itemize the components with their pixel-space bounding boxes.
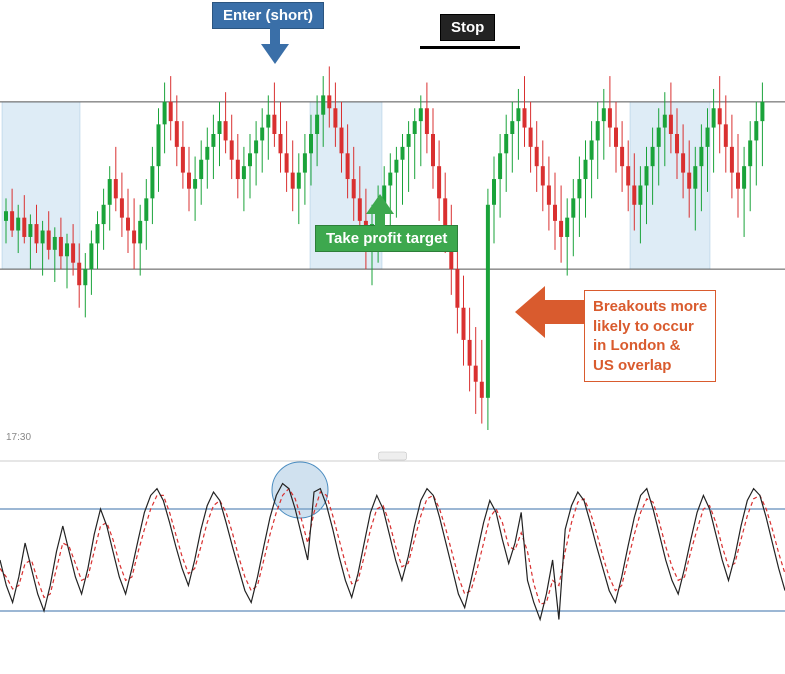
breakout-note: Breakouts morelikely to occurin London &… xyxy=(584,290,716,382)
time-axis-label: 17:30 xyxy=(6,432,31,443)
down-arrow-icon xyxy=(255,28,295,68)
k-line xyxy=(0,484,785,620)
stochastic-svg xyxy=(0,460,785,660)
stochastic-indicator xyxy=(0,460,785,660)
stop-label: Stop xyxy=(440,14,495,41)
enter-short-label: Enter (short) xyxy=(212,2,324,29)
signal-highlight xyxy=(272,462,328,518)
up-arrow-icon xyxy=(360,190,400,230)
panel-handle[interactable] xyxy=(379,452,407,460)
stop-level-line xyxy=(420,46,520,49)
left-arrow-icon xyxy=(510,280,590,350)
